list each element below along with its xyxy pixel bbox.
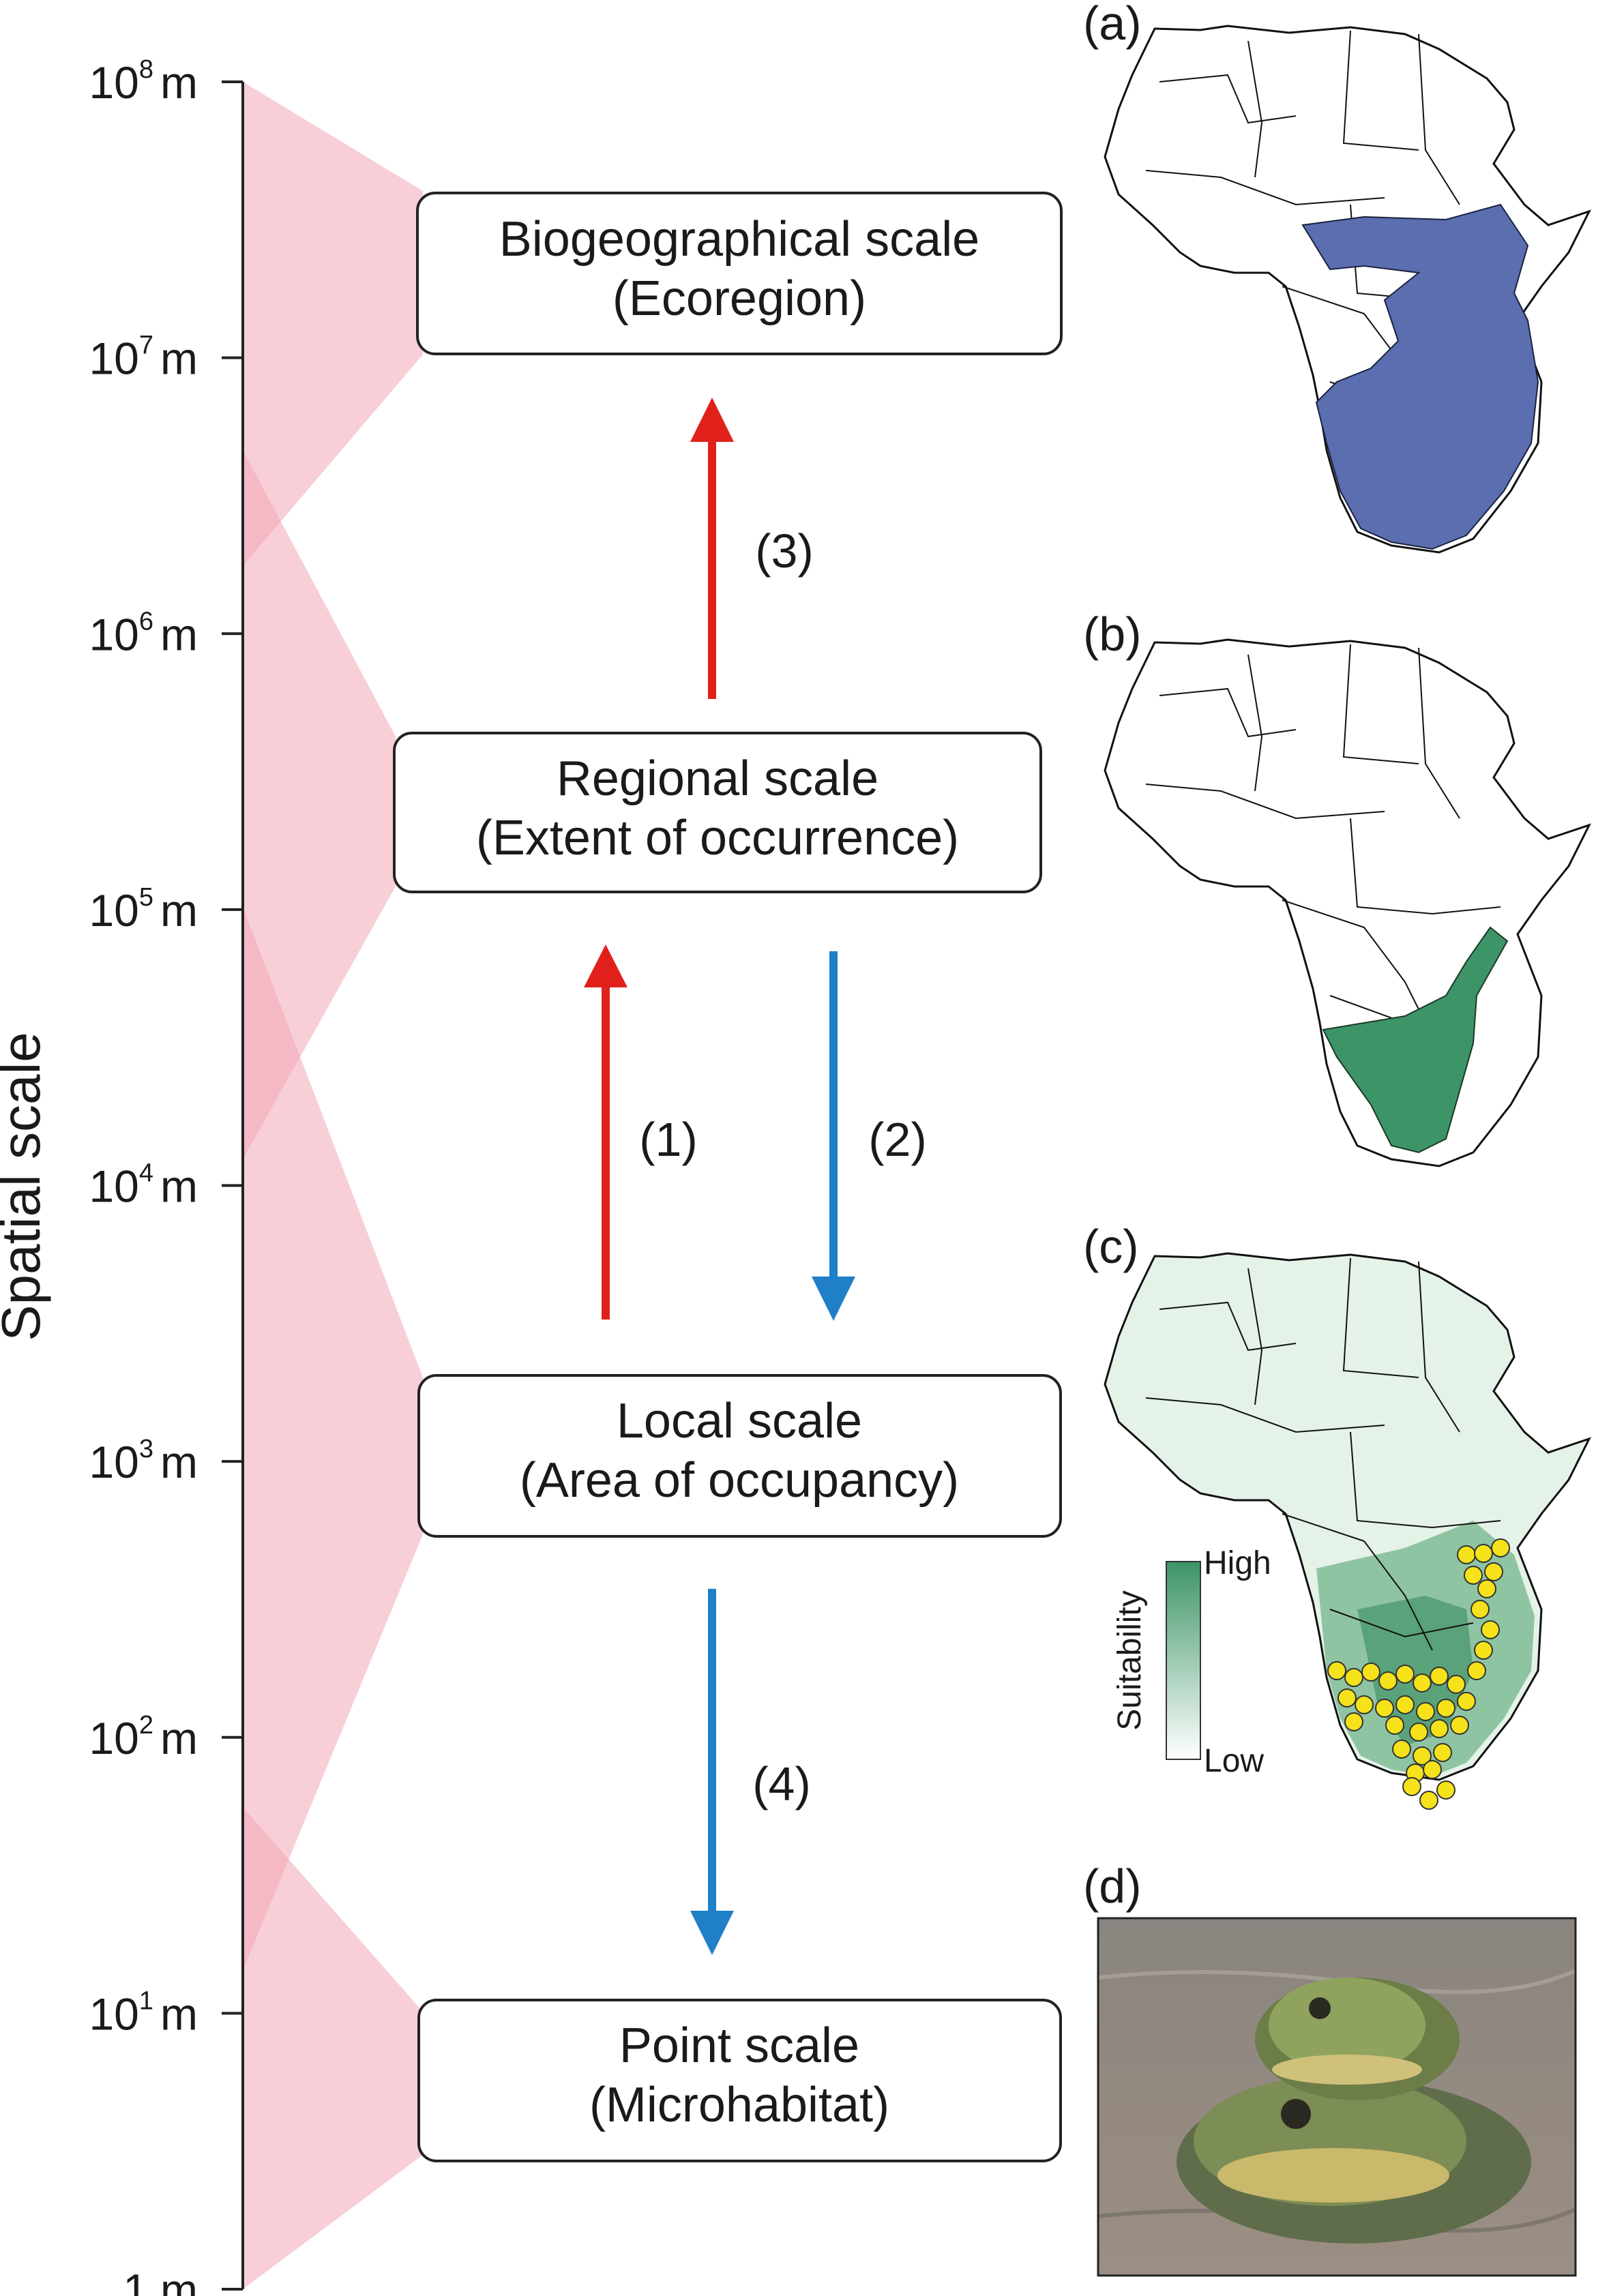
occurrence-point xyxy=(1481,1620,1500,1639)
occurrence-point xyxy=(1477,1579,1496,1598)
box-title: Biogeographical scale xyxy=(499,212,979,267)
arrow-2: (2) xyxy=(812,951,927,1321)
occurrence-point xyxy=(1470,1600,1490,1619)
panel-label: (c) xyxy=(1083,1220,1139,1273)
africa-map-c xyxy=(1104,1252,1591,1810)
africa-map-a xyxy=(1104,25,1591,554)
box-title: Regional scale xyxy=(557,751,878,806)
occurrence-point xyxy=(1327,1661,1346,1680)
band-regional xyxy=(243,450,396,1159)
arrow-label: (1) xyxy=(639,1113,698,1166)
arrow-1: (1) xyxy=(584,944,698,1320)
legend-title: Suitability xyxy=(1112,1590,1148,1730)
occurrence-point xyxy=(1464,1566,1483,1585)
axis-label: Spatial scale xyxy=(0,1032,51,1341)
scale-box-point: Point scale (Microhabitat) xyxy=(417,1999,1062,2162)
occurrence-point xyxy=(1447,1675,1466,1694)
panel-c: (c) High Low Suitability xyxy=(1083,1220,1591,1810)
scale-box-local: Local scale (Area of occupancy) xyxy=(417,1374,1062,1538)
tick-label: 103 m xyxy=(89,1435,198,1487)
tick-label: 108 m xyxy=(89,55,198,108)
tick-label: 105 m xyxy=(89,883,198,936)
panel-label: (a) xyxy=(1083,0,1142,50)
occurrence-point xyxy=(1467,1661,1486,1680)
box-title: Point scale xyxy=(619,2018,859,2073)
occurrence-point xyxy=(1413,1673,1432,1693)
arrow-3: (3) xyxy=(690,398,814,699)
tick-label: 104 m xyxy=(89,1159,198,1212)
panel-d: (d) xyxy=(1083,1860,1577,2277)
occurrence-point xyxy=(1474,1641,1493,1660)
arrow-4: (4) xyxy=(690,1589,811,1955)
occurrence-point xyxy=(1395,1695,1415,1714)
arrow-label: (3) xyxy=(755,524,814,578)
occurrence-point xyxy=(1491,1538,1510,1557)
tick-label: 107 m xyxy=(89,331,198,384)
occurrence-point xyxy=(1430,1719,1449,1738)
scale-bands xyxy=(243,82,423,2289)
occurrence-point xyxy=(1344,1712,1363,1731)
extent-area xyxy=(1322,926,1509,1154)
occurrence-point xyxy=(1413,1746,1432,1765)
axis-ticks: 1 m 101 m 102 m 103 m 104 m 105 m 106 m 107 m 108 m xyxy=(89,55,243,2296)
occurrence-point xyxy=(1433,1743,1452,1762)
band-biogeographical xyxy=(243,82,423,566)
band-point xyxy=(243,1807,423,2289)
panel-a: (a) xyxy=(1083,0,1591,554)
panel-b: (b) xyxy=(1083,608,1591,1167)
box-subtitle: (Microhabitat) xyxy=(589,2078,889,2132)
occurrence-point xyxy=(1436,1699,1455,1718)
box-subtitle: (Extent of occurrence) xyxy=(476,811,959,865)
occurrence-point xyxy=(1457,1692,1476,1711)
occurrence-point xyxy=(1344,1668,1363,1687)
box-title: Local scale xyxy=(617,1394,862,1448)
legend-low: Low xyxy=(1204,1743,1264,1779)
suitability-legend: High Low Suitability xyxy=(1112,1545,1271,1779)
africa-map-b xyxy=(1104,638,1591,1167)
panel-label: (b) xyxy=(1083,608,1142,661)
tick-label: 101 m xyxy=(89,1986,198,2039)
box-subtitle: (Ecoregion) xyxy=(612,271,866,326)
panel-label: (d) xyxy=(1083,1860,1142,1913)
occurrence-point xyxy=(1395,1665,1415,1684)
occurrence-point xyxy=(1436,1780,1455,1800)
occurrence-point xyxy=(1375,1699,1394,1718)
frog-photo xyxy=(1098,1918,1576,2276)
occurrence-point xyxy=(1430,1667,1449,1686)
occurrence-point xyxy=(1416,1702,1435,1721)
tick-label: 106 m xyxy=(89,607,198,659)
scale-box-biogeographical: Biogeographical scale (Ecoregion) xyxy=(416,192,1063,355)
occurrence-point xyxy=(1450,1716,1469,1735)
occurrence-point xyxy=(1392,1740,1411,1759)
occurrence-point xyxy=(1409,1723,1428,1742)
occurrence-points xyxy=(1327,1538,1510,1810)
occurrence-point xyxy=(1457,1545,1476,1564)
arrow-label: (2) xyxy=(868,1113,927,1166)
ecoregion-area xyxy=(1301,203,1539,550)
occurrence-point xyxy=(1402,1777,1421,1796)
occurrence-point xyxy=(1361,1663,1380,1682)
scale-box-regional: Regional scale (Extent of occurrence) xyxy=(393,732,1042,893)
arrow-label: (4) xyxy=(752,1757,811,1810)
occurrence-point xyxy=(1337,1688,1357,1708)
legend-high: High xyxy=(1204,1545,1271,1581)
box-subtitle: (Area of occupancy) xyxy=(520,1453,959,1508)
band-local xyxy=(243,907,423,1971)
occurrence-point xyxy=(1423,1760,1442,1779)
occurrence-point xyxy=(1385,1716,1404,1735)
occurrence-point xyxy=(1355,1695,1374,1714)
occurrence-point xyxy=(1474,1544,1493,1563)
occurrence-point xyxy=(1484,1562,1503,1581)
occurrence-point xyxy=(1419,1791,1438,1810)
occurrence-point xyxy=(1378,1671,1398,1690)
tick-label: 102 m xyxy=(89,1711,198,1763)
